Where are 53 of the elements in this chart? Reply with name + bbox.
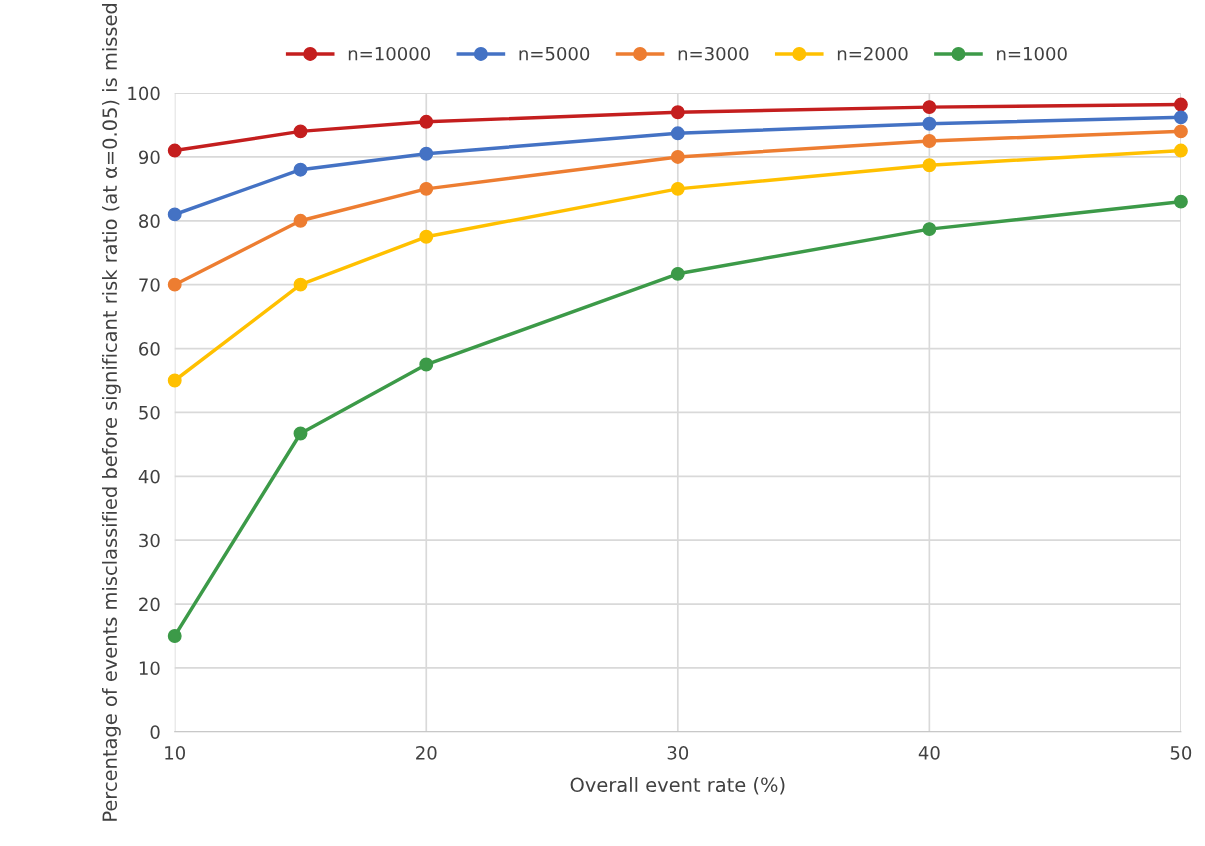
y-axis-title: Percentage of events misclassified before significant risk ratio (at α=0.05) is missed bbox=[102, 3, 121, 821]
y-tick-label: 10 bbox=[139, 661, 160, 676]
point bbox=[922, 116, 937, 131]
point bbox=[167, 629, 182, 643]
point bbox=[419, 146, 434, 161]
x-tick-label: 20 bbox=[416, 746, 437, 760]
x-tick-label: 30 bbox=[667, 746, 689, 760]
y-tick-label: 90 bbox=[139, 150, 160, 165]
y-tick-label: 30 bbox=[139, 533, 160, 548]
point bbox=[670, 126, 685, 141]
y-tick-label: 100 bbox=[128, 86, 160, 101]
point bbox=[293, 162, 308, 177]
point bbox=[670, 266, 685, 281]
y-tick-label: 50 bbox=[139, 405, 160, 420]
legend-label: n=1000 bbox=[997, 46, 1067, 61]
y-tick-label: 20 bbox=[139, 597, 160, 612]
point bbox=[293, 426, 308, 441]
point bbox=[1173, 97, 1188, 112]
point bbox=[293, 124, 308, 139]
point bbox=[1173, 124, 1188, 139]
point bbox=[419, 229, 434, 244]
point bbox=[419, 181, 434, 196]
point bbox=[922, 222, 937, 237]
point bbox=[293, 277, 308, 292]
legend-label: n=10000 bbox=[348, 46, 431, 61]
legend-label: n=5000 bbox=[519, 46, 590, 61]
point bbox=[293, 213, 308, 228]
point bbox=[1173, 110, 1188, 125]
point bbox=[1173, 143, 1188, 158]
point bbox=[922, 134, 937, 148]
point bbox=[167, 373, 182, 388]
point bbox=[670, 181, 685, 196]
point bbox=[670, 105, 685, 120]
point bbox=[419, 357, 434, 372]
point bbox=[922, 158, 937, 173]
legend-label: n=2000 bbox=[837, 46, 908, 61]
y-tick-label: 60 bbox=[139, 342, 160, 356]
x-tick-label: 40 bbox=[918, 746, 940, 760]
y-tick-label: 80 bbox=[139, 214, 160, 228]
point bbox=[1173, 194, 1188, 209]
point bbox=[670, 149, 685, 164]
x-tick-label: 50 bbox=[1170, 746, 1192, 760]
x-tick-label: 10 bbox=[165, 746, 186, 760]
y-tick-label: 0 bbox=[150, 725, 160, 739]
x-axis-title: Overall event rate (%) bbox=[570, 777, 785, 795]
point bbox=[167, 207, 182, 222]
y-tick-label: 40 bbox=[138, 469, 160, 484]
point bbox=[922, 100, 937, 115]
point bbox=[167, 143, 182, 158]
y-tick-label: 70 bbox=[139, 278, 160, 292]
point bbox=[419, 114, 434, 129]
legend-label: n=3000 bbox=[678, 46, 749, 61]
point bbox=[167, 277, 182, 292]
